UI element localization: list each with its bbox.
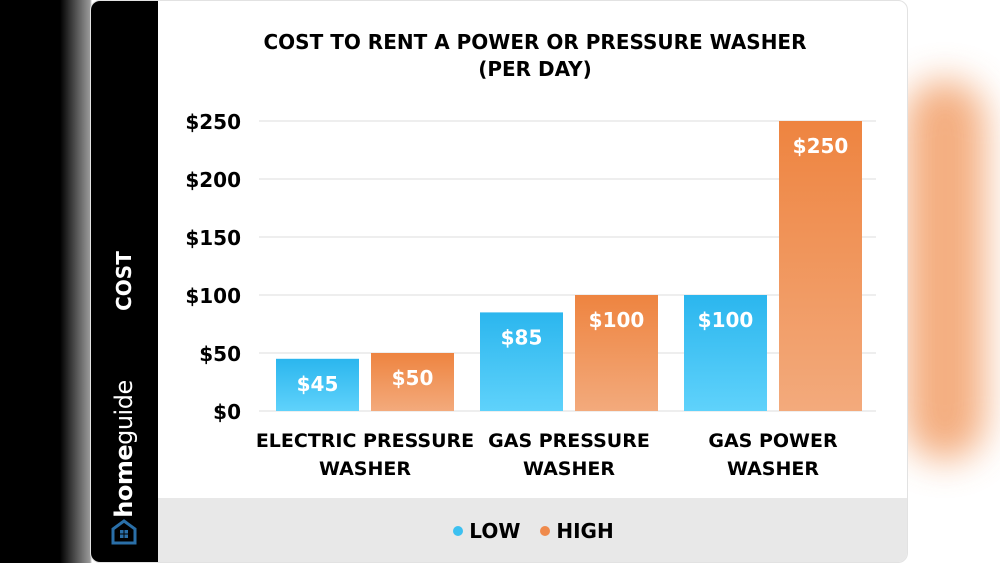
x-tick-label: WASHER (523, 458, 615, 480)
y-tick-label: $50 (199, 342, 241, 366)
data-label: $100 (698, 308, 754, 332)
legend-item-high: HIGH (540, 519, 614, 543)
y-tick-label: $150 (185, 226, 241, 250)
data-label: $100 (589, 308, 645, 332)
house-icon (111, 519, 137, 545)
bar-low (480, 312, 563, 411)
y-tick-label: $200 (185, 168, 241, 192)
data-label: $250 (793, 134, 849, 158)
chart-card: COST homeguide COST TO RENT A POWER OR P… (90, 0, 908, 563)
x-tick-label: WASHER (319, 458, 411, 480)
y-tick-label: $250 (185, 110, 241, 134)
data-label: $45 (297, 372, 339, 396)
y-tick-label: $0 (213, 400, 241, 424)
bar-high (779, 121, 862, 411)
y-tick-label: $100 (185, 284, 241, 308)
bar-low (684, 295, 767, 411)
x-tick-label: ELECTRIC PRESSURE (256, 430, 474, 452)
background-glow (905, 80, 985, 460)
x-tick-label: WASHER (727, 458, 819, 480)
bar-high (371, 353, 454, 411)
legend-item-low: LOW (453, 519, 520, 543)
legend-dot-high (540, 526, 551, 536)
x-tick-label: GAS POWER (708, 430, 838, 452)
side-band: COST homeguide (91, 1, 158, 562)
legend: LOW HIGH (158, 498, 907, 562)
x-tick-label: GAS PRESSURE (488, 430, 650, 452)
data-label: $50 (392, 366, 434, 390)
bar-chart: COST TO RENT A POWER OR PRESSURE WASHER … (185, 30, 876, 480)
legend-dot-low (453, 526, 464, 536)
bar-low (276, 358, 359, 411)
bar-high (575, 295, 658, 411)
chart-title: COST TO RENT A POWER OR PRESSURE WASHER (264, 30, 807, 54)
data-label: $85 (501, 325, 543, 349)
chart-subtitle: (PER DAY) (478, 57, 592, 81)
